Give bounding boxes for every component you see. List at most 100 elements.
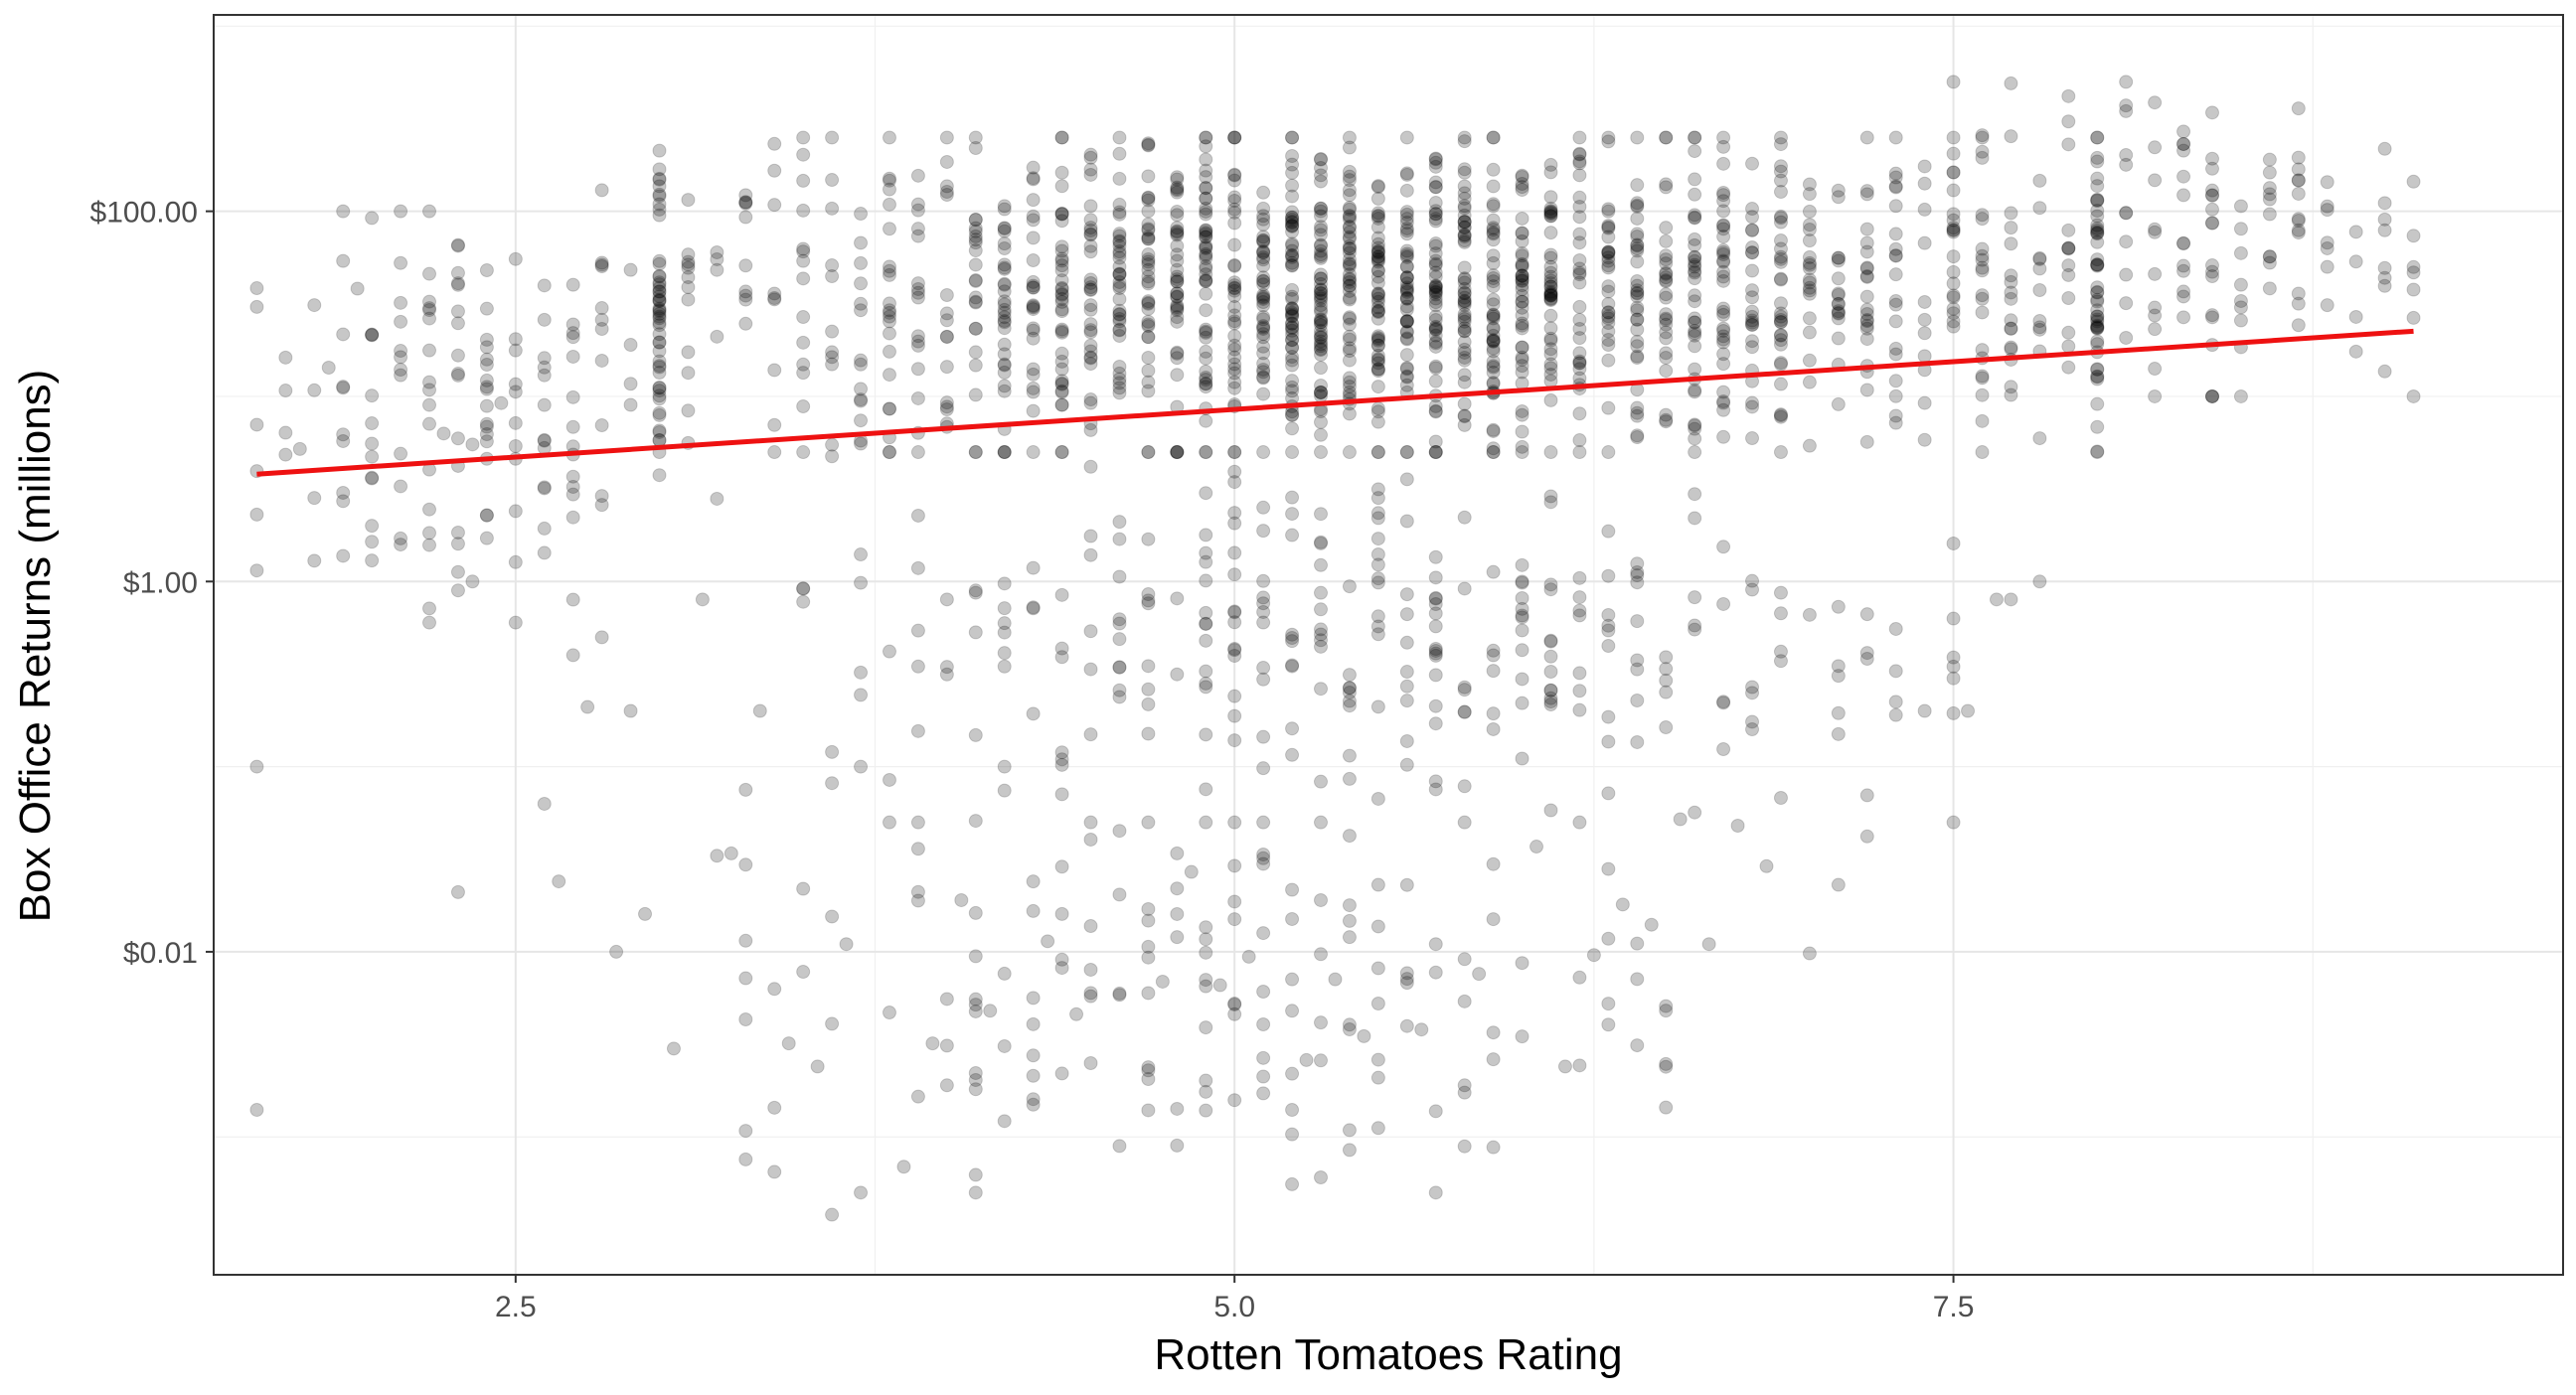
data-point	[1399, 291, 1414, 306]
data-point	[781, 1036, 796, 1051]
data-point	[422, 601, 437, 616]
data-point	[1659, 662, 1674, 677]
data-point	[1888, 179, 1903, 194]
data-point	[968, 290, 983, 305]
data-point	[1026, 172, 1041, 187]
data-point	[1716, 156, 1731, 171]
data-point	[249, 563, 264, 578]
data-point	[1285, 255, 1300, 270]
data-point	[854, 303, 869, 318]
data-point	[2090, 372, 2105, 387]
data-point	[1543, 279, 1558, 294]
data-point	[1773, 333, 1788, 348]
data-point	[1975, 305, 1990, 320]
data-point	[1170, 228, 1185, 242]
data-point	[1716, 596, 1731, 611]
data-point	[1285, 212, 1300, 227]
data-point	[1026, 600, 1041, 615]
data-point	[1457, 228, 1472, 242]
data-point	[710, 849, 724, 863]
data-point	[997, 379, 1012, 393]
data-point	[1543, 634, 1558, 649]
data-point	[968, 224, 983, 238]
data-point	[1888, 408, 1903, 423]
data-point	[1342, 371, 1357, 386]
data-point	[1572, 154, 1587, 169]
data-point	[2262, 207, 2277, 222]
data-point	[1659, 311, 1674, 326]
data-point	[1399, 205, 1414, 220]
data-point	[1285, 301, 1300, 316]
data-point	[2348, 309, 2363, 324]
data-point	[1688, 487, 1702, 502]
data-point	[1888, 621, 1903, 636]
data-point	[1457, 342, 1472, 357]
data-point	[1199, 201, 1213, 216]
data-point	[1601, 568, 1616, 583]
data-point	[1975, 252, 1990, 267]
data-point	[1256, 234, 1271, 249]
data-point	[1773, 644, 1788, 659]
data-point	[1543, 286, 1558, 301]
data-point	[1428, 175, 1443, 190]
data-point	[1831, 253, 1846, 268]
data-point	[1285, 353, 1300, 368]
data-point	[1227, 708, 1242, 723]
data-point	[1170, 445, 1185, 460]
data-point	[1802, 233, 1817, 248]
data-point	[1199, 373, 1213, 388]
data-point	[1227, 689, 1242, 703]
data-point	[2061, 137, 2076, 152]
data-point	[1227, 464, 1242, 479]
data-point	[1112, 322, 1127, 337]
data-point	[479, 416, 494, 431]
data-point	[1054, 376, 1069, 390]
data-point	[638, 906, 653, 921]
data-point	[1543, 259, 1558, 274]
data-point	[1342, 681, 1357, 696]
data-point	[2119, 103, 2134, 118]
data-point	[1083, 317, 1098, 332]
data-point	[2090, 303, 2105, 318]
data-point	[2262, 181, 2277, 196]
data-point	[1543, 250, 1558, 265]
data-point	[1054, 587, 1069, 602]
data-point	[1370, 244, 1385, 259]
data-point	[1428, 152, 1443, 167]
data-point	[1515, 445, 1530, 460]
data-point	[825, 258, 840, 273]
data-point	[2176, 258, 2191, 273]
data-point	[1859, 332, 1874, 347]
data-point	[1199, 170, 1213, 185]
data-point	[1457, 228, 1472, 242]
data-point	[997, 384, 1012, 398]
data-point	[1515, 177, 1530, 192]
data-point	[249, 299, 264, 314]
data-point	[2291, 296, 2306, 311]
data-point	[249, 417, 264, 432]
data-point	[1630, 350, 1645, 365]
data-point	[1802, 255, 1817, 270]
data-point	[1428, 335, 1443, 350]
data-point	[2377, 223, 2392, 237]
data-point	[2032, 173, 2047, 188]
data-point	[1730, 818, 1745, 833]
data-point	[939, 130, 954, 145]
data-point	[2233, 388, 2248, 403]
data-point	[652, 284, 667, 299]
data-point	[854, 276, 869, 291]
data-point	[1083, 238, 1098, 253]
data-point	[1486, 648, 1501, 663]
data-point	[1227, 1007, 1242, 1021]
data-point	[1314, 334, 1329, 349]
data-point	[1399, 221, 1414, 235]
data-point	[1802, 257, 1817, 272]
data-point	[307, 553, 322, 568]
data-point	[1256, 1069, 1271, 1084]
data-point	[1515, 282, 1530, 297]
data-point	[1688, 288, 1702, 303]
data-point	[2090, 221, 2105, 235]
data-point	[1054, 130, 1069, 145]
data-point	[1342, 271, 1357, 286]
data-point	[910, 659, 925, 674]
